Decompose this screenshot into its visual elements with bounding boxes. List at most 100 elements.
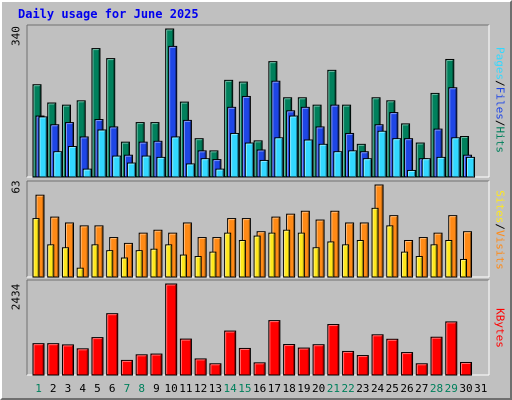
kbytes-bar — [120, 359, 133, 376]
pages-bar — [259, 159, 269, 178]
kbytes-bar — [283, 344, 296, 376]
kbytes-bar — [76, 348, 89, 376]
sites-bar — [283, 229, 291, 278]
pages-bar — [156, 156, 166, 178]
pages-bar — [200, 158, 210, 178]
kbytes-bar — [401, 352, 414, 376]
day-tick-label: 4 — [79, 382, 86, 395]
day-tick-label: 15 — [238, 382, 251, 395]
sites-bar — [76, 267, 84, 278]
pages-bar — [215, 168, 225, 178]
kbytes-bar — [327, 324, 340, 376]
pages-bar — [141, 155, 151, 178]
kbytes-bar — [135, 354, 148, 376]
sites-bar — [224, 232, 232, 278]
day-tick-label: 3 — [65, 382, 72, 395]
kbytes-bar — [268, 320, 281, 376]
day-tick-label: 24 — [371, 382, 385, 395]
kbytes-bar — [209, 363, 222, 376]
sites-bar — [91, 244, 99, 278]
legend-separator: / — [493, 119, 507, 127]
sites-bar — [268, 232, 276, 278]
pages-bar — [82, 168, 92, 178]
sites-bar — [61, 247, 69, 278]
kbytes-bar — [297, 347, 310, 376]
pages-bar — [171, 136, 181, 178]
day-tick-label: 10 — [165, 382, 178, 395]
kbytes-bar — [238, 347, 251, 376]
sites-bar — [312, 247, 320, 278]
legend-kbytes: KBytes — [493, 308, 507, 348]
pages-bar — [244, 142, 254, 178]
kbytes-bar — [61, 344, 74, 376]
sites-bar — [238, 239, 246, 278]
legend-hits: Hits — [493, 126, 507, 154]
sites-bar — [209, 251, 217, 278]
day-tick-label: 1 — [35, 382, 42, 395]
pages-bar — [289, 115, 299, 178]
day-tick-label: 6 — [109, 382, 116, 395]
sites-bar — [371, 207, 379, 278]
sites-bar — [297, 232, 305, 278]
sites-bar — [47, 244, 55, 278]
day-tick-label: 21 — [327, 382, 340, 395]
sites-bar — [135, 250, 143, 278]
kbytes-bar — [371, 334, 384, 376]
pages-bar — [348, 150, 358, 178]
sites-bar — [179, 254, 187, 278]
pages-bar — [436, 156, 446, 178]
kbytes-bar — [179, 338, 192, 376]
pages-bar — [333, 151, 343, 178]
sites-bar — [445, 239, 453, 278]
legend-sites: Sites — [493, 190, 507, 224]
day-tick-label: 25 — [386, 382, 399, 395]
day-tick-label: 23 — [356, 382, 369, 395]
day-tick-label: 29 — [445, 382, 458, 395]
pages-bar — [112, 155, 122, 178]
legend-separator: / — [493, 223, 507, 230]
sites-bar — [165, 244, 173, 278]
day-tick-label: 26 — [400, 382, 413, 395]
day-tick-label: 19 — [297, 382, 310, 395]
pages-bar — [362, 158, 372, 178]
pages-bar — [466, 156, 476, 178]
sites-bar — [386, 225, 394, 278]
hits-axis-max: 340 — [9, 26, 23, 46]
kbytes-bar — [224, 330, 237, 376]
pages-bar — [421, 158, 431, 178]
legend-files: Files — [493, 86, 507, 120]
chart-title: Daily usage for June 2025 — [18, 7, 199, 21]
sites-bar — [327, 241, 335, 278]
sites-bar — [356, 239, 364, 278]
day-tick-label: 28 — [430, 382, 443, 395]
day-tick-label: 16 — [253, 382, 266, 395]
kbytes-bar — [106, 313, 119, 376]
pages-bar — [318, 143, 328, 178]
day-tick-label: 31 — [474, 382, 487, 395]
kbytes-bar — [91, 337, 104, 376]
sites-bar — [430, 244, 438, 278]
kbytes-bar — [430, 336, 443, 376]
sites-bar — [150, 248, 158, 278]
kbytes-bar — [386, 338, 399, 376]
kbytes-bar — [253, 362, 266, 376]
kbytes-bar — [312, 344, 325, 376]
day-tick-label: 8 — [138, 382, 145, 395]
sites-bar — [120, 257, 128, 278]
legend-separator: / — [493, 80, 507, 87]
kbytes-bar — [342, 350, 355, 376]
kbytes-bar — [194, 358, 207, 376]
day-tick-label: 18 — [282, 382, 295, 395]
day-tick-label: 7 — [124, 382, 131, 395]
sites-bar — [342, 244, 350, 278]
day-tick-label: 13 — [209, 382, 222, 395]
day-tick-label: 11 — [179, 382, 192, 395]
kbytes-bar — [415, 363, 428, 376]
day-tick-label: 5 — [94, 382, 101, 395]
pages-bar — [303, 139, 313, 178]
kbytes-bar — [47, 343, 60, 376]
pages-bar — [126, 162, 136, 178]
sites-bar — [32, 218, 40, 278]
kbytes-bar — [165, 283, 178, 376]
